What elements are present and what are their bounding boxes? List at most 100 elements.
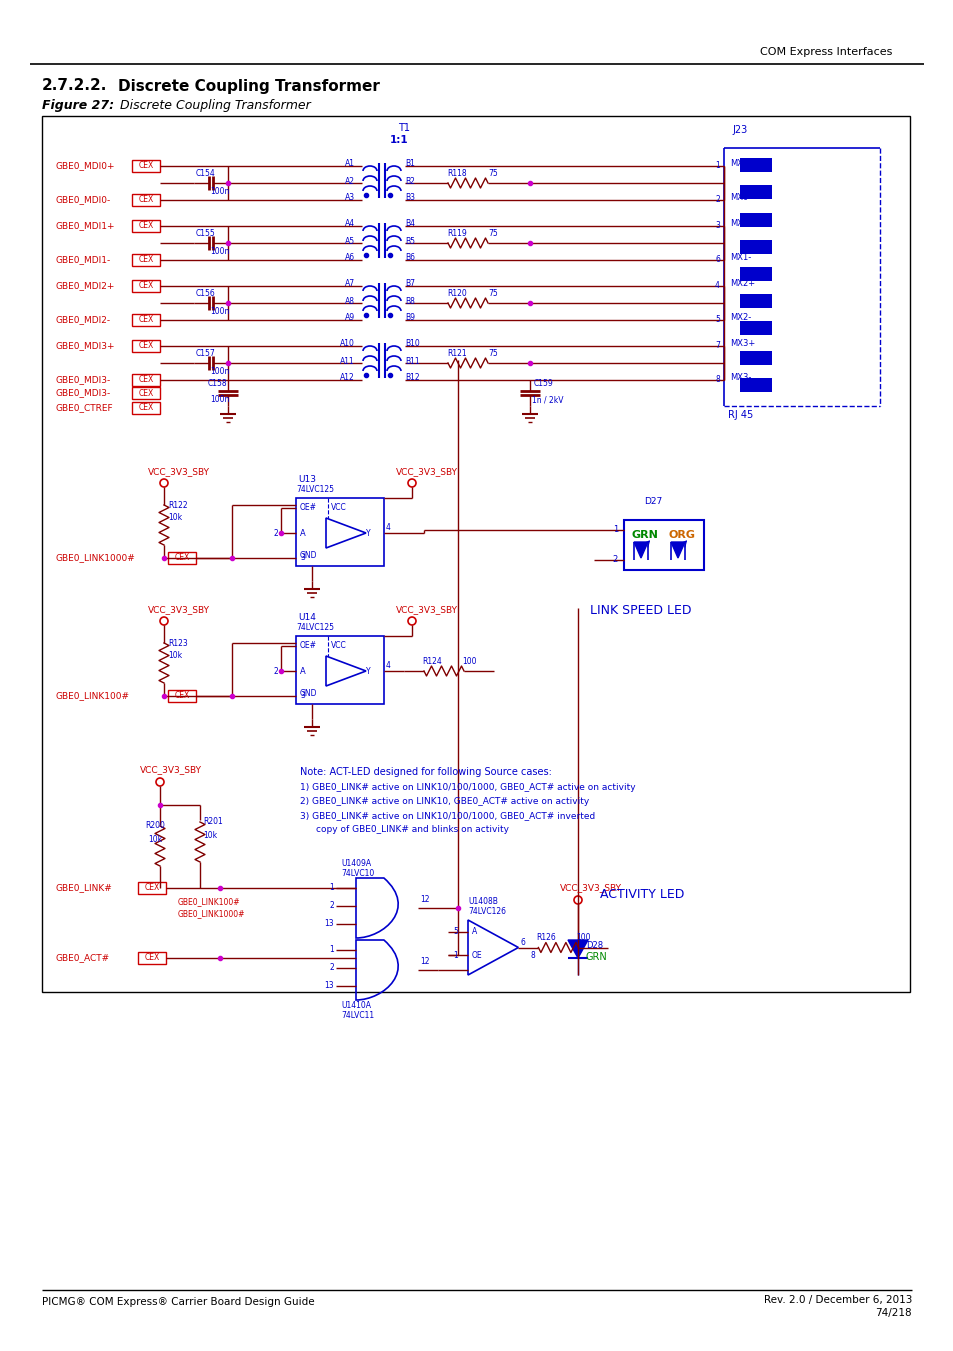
Polygon shape — [634, 542, 647, 558]
Text: GND: GND — [299, 689, 317, 698]
Text: VCC_3V3_SBY: VCC_3V3_SBY — [140, 766, 202, 774]
Text: C156: C156 — [195, 289, 215, 299]
Bar — [740, 185, 771, 199]
Text: 100n: 100n — [210, 247, 229, 257]
Text: A10: A10 — [340, 339, 355, 349]
Text: GBE0_MDI1+: GBE0_MDI1+ — [56, 222, 115, 231]
Text: 75: 75 — [488, 289, 497, 299]
Text: 12: 12 — [419, 894, 429, 904]
Text: 4: 4 — [715, 281, 720, 290]
Text: 4: 4 — [386, 523, 391, 532]
Bar — [295, 499, 384, 566]
Text: Note: ACT-LED designed for following Source cases:: Note: ACT-LED designed for following Sou… — [299, 767, 551, 777]
Text: 10k: 10k — [203, 831, 217, 840]
Bar — [740, 158, 771, 172]
Text: A8: A8 — [345, 296, 355, 305]
Text: B10: B10 — [405, 339, 419, 349]
Text: D27: D27 — [643, 497, 661, 507]
Text: 13: 13 — [324, 920, 334, 928]
Text: MX1-: MX1- — [729, 254, 750, 262]
Text: A2: A2 — [345, 177, 355, 185]
Text: Y: Y — [366, 666, 370, 676]
Text: CEX: CEX — [138, 281, 153, 290]
Text: R126: R126 — [536, 934, 556, 942]
Text: 100: 100 — [576, 934, 590, 942]
Bar — [138, 952, 166, 965]
Text: A6: A6 — [345, 254, 355, 262]
Text: B1: B1 — [405, 159, 415, 169]
Text: GRN: GRN — [585, 952, 607, 962]
Text: 1n / 2kV: 1n / 2kV — [532, 396, 563, 404]
Text: C158: C158 — [208, 380, 228, 389]
Text: 3: 3 — [299, 692, 305, 701]
Text: R119: R119 — [447, 230, 466, 239]
Text: 1: 1 — [329, 884, 334, 893]
Text: 7: 7 — [715, 342, 720, 350]
Text: 6: 6 — [519, 938, 525, 947]
Text: OE#: OE# — [299, 504, 316, 512]
Text: 2: 2 — [329, 963, 334, 973]
Text: R124: R124 — [421, 658, 441, 666]
Text: 100n: 100n — [210, 367, 229, 377]
Text: 2) GBE0_LINK# active on LINK10, GBE0_ACT# active on activity: 2) GBE0_LINK# active on LINK10, GBE0_ACT… — [299, 797, 589, 807]
Text: CEX: CEX — [138, 376, 153, 385]
Text: U13: U13 — [297, 476, 315, 485]
Text: copy of GBE0_LINK# and blinks on activity: copy of GBE0_LINK# and blinks on activit… — [315, 825, 509, 835]
Text: GRN: GRN — [631, 530, 659, 540]
Text: VCC: VCC — [331, 504, 346, 512]
Bar — [132, 403, 160, 413]
Text: 100n: 100n — [210, 396, 229, 404]
Text: U1410A: U1410A — [340, 1001, 371, 1009]
Text: 1: 1 — [715, 162, 720, 170]
Text: 75: 75 — [488, 350, 497, 358]
Text: LINK SPEED LED: LINK SPEED LED — [589, 604, 691, 616]
Text: C157: C157 — [195, 350, 215, 358]
Text: GBE0_MDI3-: GBE0_MDI3- — [56, 389, 112, 397]
Text: GBE0_MDI3-: GBE0_MDI3- — [56, 376, 112, 385]
Bar — [132, 159, 160, 172]
Text: 74LVC125: 74LVC125 — [295, 485, 334, 494]
Text: MX3-: MX3- — [729, 373, 751, 382]
Text: 10k: 10k — [148, 835, 162, 844]
Text: 4: 4 — [386, 662, 391, 670]
Bar — [42, 116, 909, 992]
Text: 1: 1 — [453, 951, 457, 959]
Text: CEX: CEX — [138, 255, 153, 265]
Text: B7: B7 — [405, 280, 415, 289]
Text: 75: 75 — [488, 169, 497, 178]
Text: GBE0_CTREF: GBE0_CTREF — [56, 404, 113, 412]
Text: OE#: OE# — [299, 642, 316, 650]
Text: R123: R123 — [168, 639, 188, 648]
Text: 3: 3 — [715, 222, 720, 231]
Text: 6: 6 — [715, 255, 720, 265]
Text: U1408B: U1408B — [468, 897, 497, 907]
Text: B3: B3 — [405, 193, 415, 203]
Text: Figure 27:: Figure 27: — [42, 100, 114, 112]
Text: 100n: 100n — [210, 308, 229, 316]
Bar — [132, 220, 160, 232]
Text: 5: 5 — [453, 928, 457, 936]
Text: MX0+: MX0+ — [729, 159, 755, 169]
Text: CEX: CEX — [138, 389, 153, 397]
Text: C154: C154 — [195, 169, 215, 178]
Text: GBE0_MDI0+: GBE0_MDI0+ — [56, 162, 115, 170]
Text: R201: R201 — [203, 817, 222, 827]
Text: 1: 1 — [329, 946, 334, 955]
Text: 74LVC126: 74LVC126 — [468, 908, 505, 916]
Text: A3: A3 — [345, 193, 355, 203]
Text: COM Express Interfaces: COM Express Interfaces — [760, 47, 891, 57]
Text: B2: B2 — [405, 177, 415, 185]
Text: 2.7.2.2.: 2.7.2.2. — [42, 78, 108, 93]
Polygon shape — [670, 542, 684, 558]
Bar — [168, 690, 195, 703]
Text: 74LVC125: 74LVC125 — [295, 624, 334, 632]
Text: 100: 100 — [461, 658, 476, 666]
Text: 8: 8 — [530, 951, 535, 961]
Text: A: A — [299, 666, 305, 676]
Text: ACTIVITY LED: ACTIVITY LED — [599, 889, 683, 901]
Text: GBE0_MDI3+: GBE0_MDI3+ — [56, 342, 115, 350]
Text: GBE0_MDI2-: GBE0_MDI2- — [56, 316, 111, 324]
Text: A: A — [299, 528, 305, 538]
Bar — [132, 313, 160, 326]
Bar — [132, 374, 160, 386]
